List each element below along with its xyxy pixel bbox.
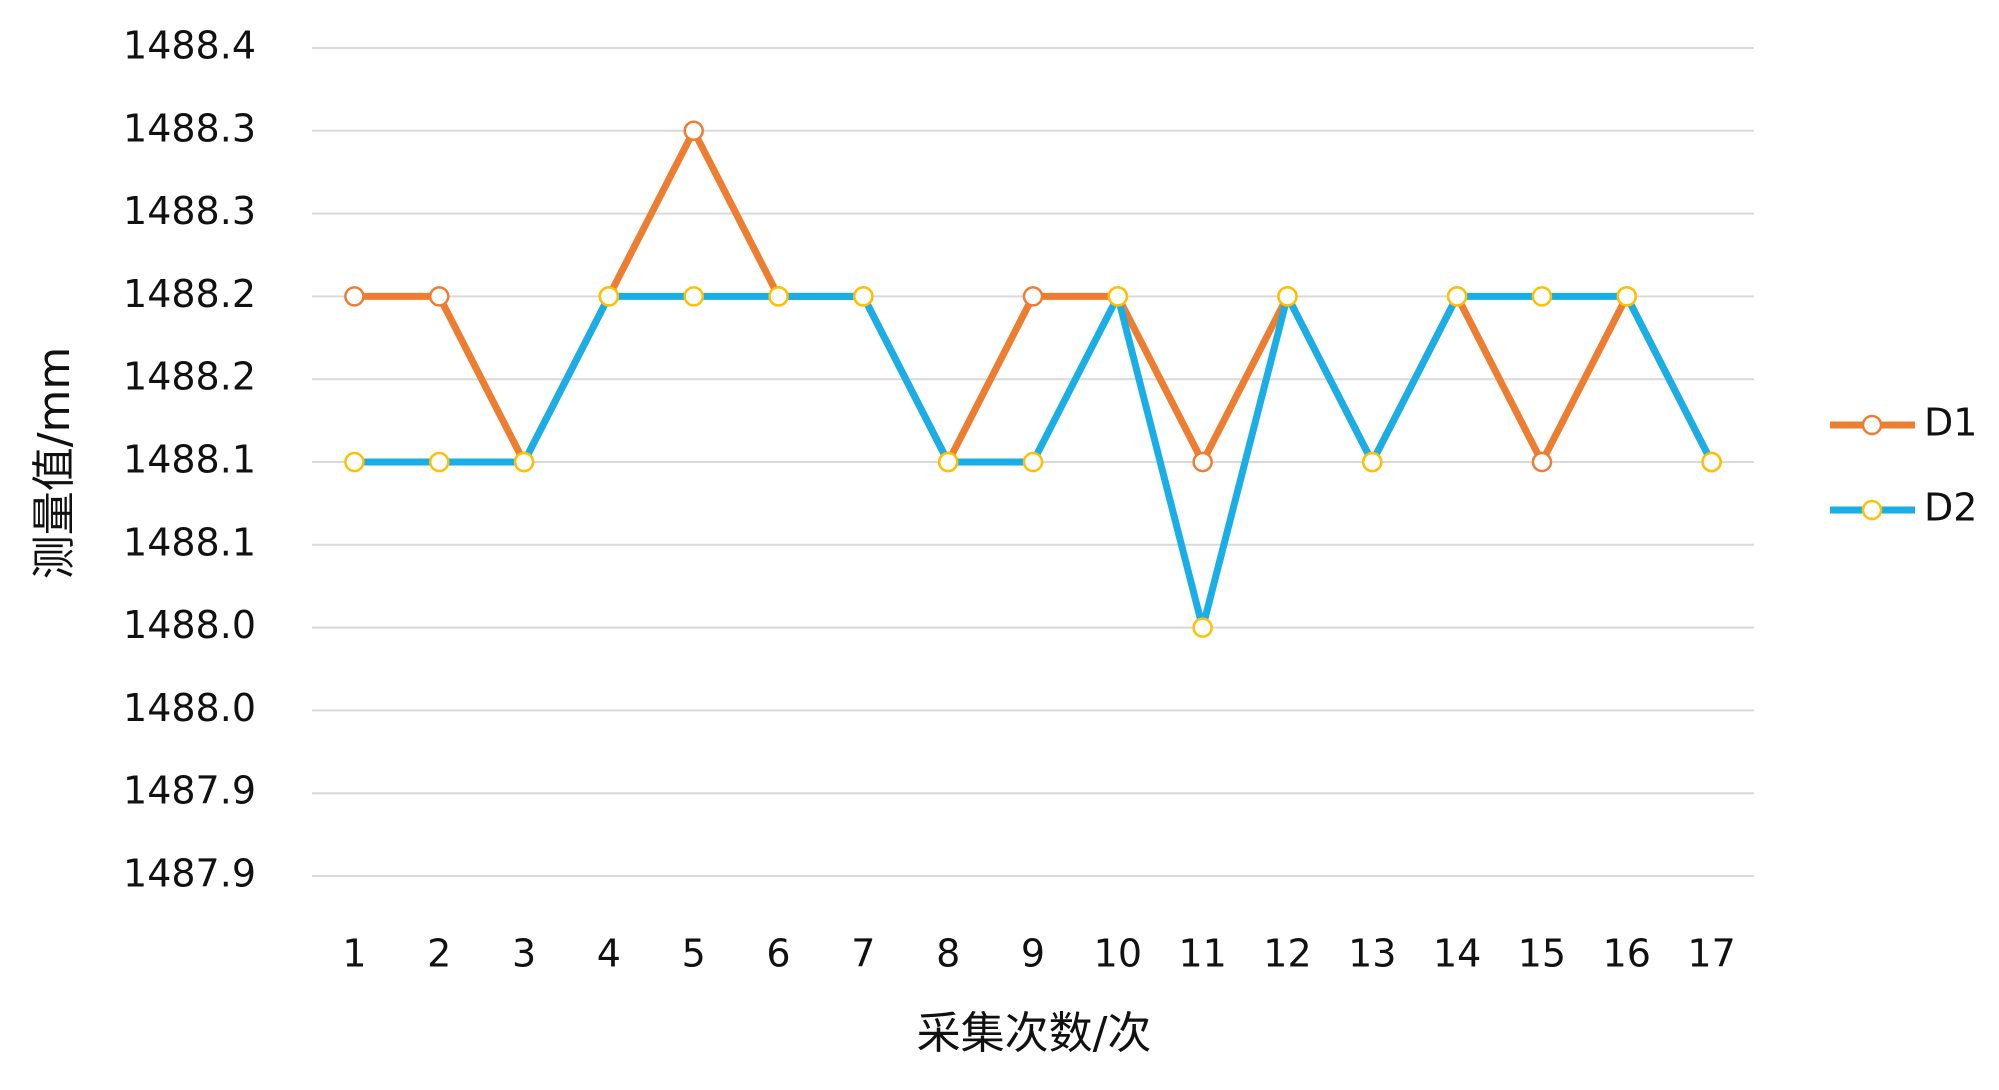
x-tick-label: 9 [1021, 932, 1045, 976]
data-point [344, 286, 365, 307]
data-point [428, 286, 450, 307]
data-point [683, 286, 704, 307]
data-point [1022, 286, 1044, 307]
y-axis-title: 测量值/mm [29, 347, 80, 580]
x-tick-label: 13 [1348, 932, 1396, 976]
x-tick-label: 16 [1603, 932, 1651, 976]
data-point [1616, 286, 1638, 307]
y-tick-label: 1488.0 [123, 603, 256, 647]
y-tick-label: 1488.3 [123, 106, 256, 150]
x-tick-label: 7 [851, 932, 875, 976]
x-tick-label: 14 [1433, 932, 1481, 976]
x-tick-label: 8 [936, 932, 960, 976]
data-point [1022, 451, 1044, 473]
x-tick-label: 3 [512, 932, 536, 976]
x-tick-label: 15 [1518, 932, 1566, 976]
data-point [1107, 286, 1129, 307]
data-point [513, 451, 535, 473]
x-tick-label: 11 [1178, 932, 1226, 976]
data-point [1531, 286, 1553, 307]
data-point [683, 120, 704, 142]
y-tick-label: 1487.9 [123, 769, 256, 813]
y-tick-label: 1488.1 [123, 520, 256, 564]
x-tick-label: 6 [766, 932, 790, 976]
x-tick-label: 2 [427, 932, 451, 976]
y-tick-label: 1488.0 [123, 686, 256, 730]
legend-marker [1861, 499, 1883, 521]
data-point [768, 286, 789, 307]
data-point [1701, 451, 1722, 473]
y-tick-label: 1487.9 [123, 852, 256, 896]
x-tick-label: 4 [597, 932, 621, 976]
y-tick-label: 1488.2 [123, 355, 256, 399]
legend-marker [1861, 414, 1883, 436]
x-tick-label: 10 [1094, 932, 1142, 976]
y-tick-label: 1488.1 [123, 438, 256, 482]
data-point [937, 451, 959, 473]
y-tick-label: 1488.4 [123, 24, 256, 68]
y-tick-label: 1488.3 [123, 189, 256, 233]
data-point [1192, 617, 1213, 638]
data-point [428, 451, 450, 473]
data-point [1531, 451, 1553, 473]
x-tick-label: 5 [682, 932, 706, 976]
data-point [1277, 286, 1298, 307]
y-tick-label: 1488.2 [123, 272, 256, 316]
data-point [598, 286, 620, 307]
x-tick-label: 1 [342, 932, 366, 976]
data-point [1362, 451, 1383, 473]
data-point [1192, 451, 1213, 473]
legend-label: D1 [1924, 401, 1977, 445]
data-point [344, 451, 365, 473]
legend-label: D2 [1924, 486, 1977, 530]
x-axis-title: 采集次数/次 [917, 1008, 1152, 1059]
x-tick-label: 17 [1687, 932, 1735, 976]
data-point [853, 286, 874, 307]
data-point [1446, 286, 1468, 307]
x-tick-label: 12 [1263, 932, 1311, 976]
